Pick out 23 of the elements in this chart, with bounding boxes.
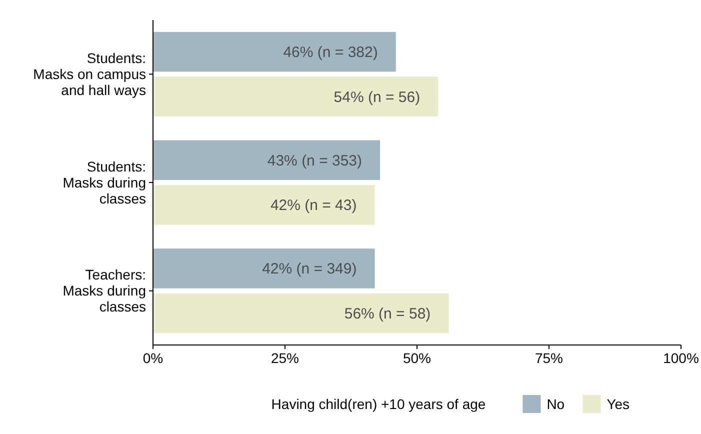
data-label: 42% (n = 43) <box>270 197 357 214</box>
bar <box>153 293 449 334</box>
x-tick-label: 25% <box>270 350 300 366</box>
y-tick-label: Students: Masks during classes <box>62 158 146 206</box>
x-tick-label: 50% <box>402 350 432 366</box>
bar <box>153 76 438 116</box>
x-tick-label: 75% <box>534 350 564 366</box>
y-tick-label: Teachers: Masks during classes <box>62 266 146 315</box>
bar <box>153 140 380 180</box>
data-label: 42% (n = 349) <box>262 260 357 278</box>
data-label: 43% (n = 353) <box>267 152 362 170</box>
data-label: 56% (n = 58) <box>344 305 431 322</box>
bar <box>153 248 375 288</box>
bar <box>153 185 375 225</box>
y-tick-label: Students: Masks on campus and hall ways <box>33 50 146 98</box>
data-label: 54% (n = 56) <box>334 88 420 106</box>
x-tick-label: 100% <box>663 350 699 366</box>
legend-label: Yes <box>606 396 630 412</box>
bar <box>153 32 396 72</box>
legend-label: No <box>546 396 565 412</box>
legend-title: Having child(ren) +10 years of age <box>271 396 486 412</box>
x-tick-label: 0% <box>142 350 164 366</box>
data-label: 46% (n = 382) <box>283 44 378 62</box>
